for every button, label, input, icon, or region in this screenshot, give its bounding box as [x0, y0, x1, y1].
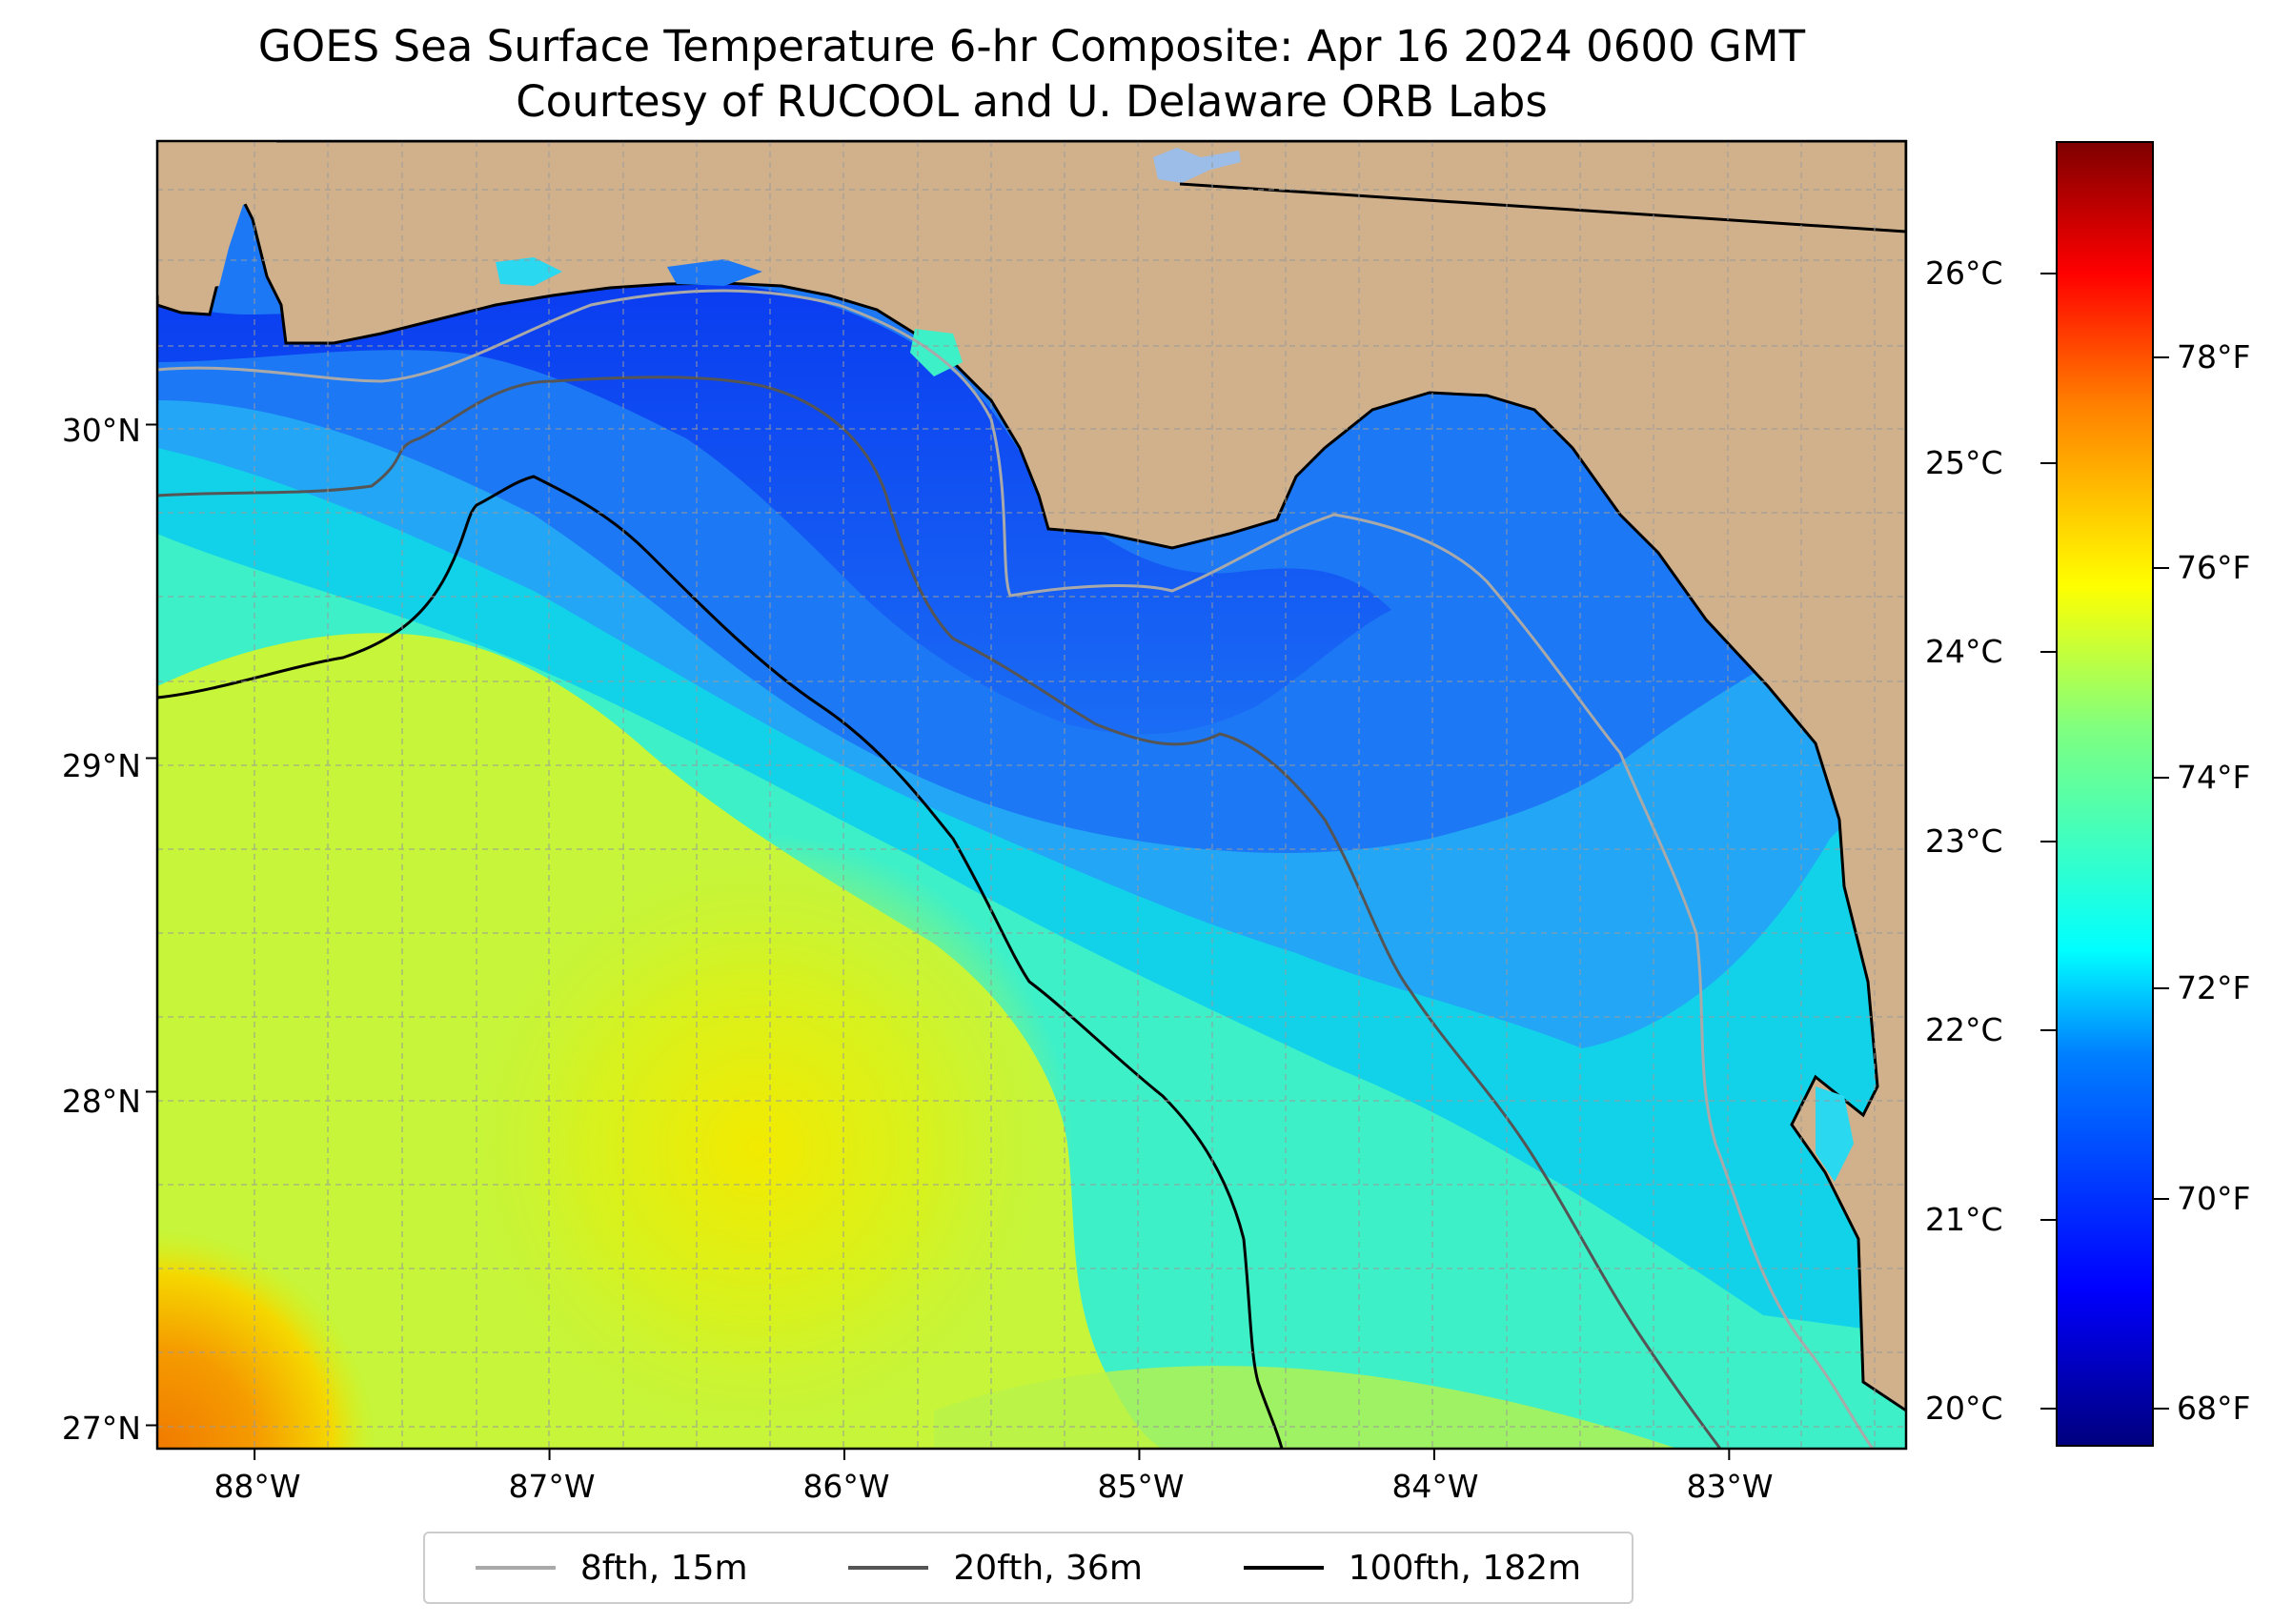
fahrenheit-label: 76°F — [2177, 548, 2251, 586]
map-subtitle: Courtesy of RUCOOL and U. Delaware ORB L… — [516, 76, 1548, 127]
fahrenheit-label: 74°F — [2177, 759, 2251, 797]
fahrenheit-label: 70°F — [2177, 1179, 2251, 1217]
celsius-label: 21°C — [1925, 1200, 2003, 1238]
legend-item-20fth: 20fth, 36m — [848, 1549, 1143, 1588]
legend-label: 20fth, 36m — [953, 1548, 1143, 1588]
legend-item-100fth: 100fth, 182m — [1243, 1548, 1582, 1588]
legend-label: 8fth, 15m — [579, 1548, 748, 1588]
celsius-tick — [2040, 1218, 2056, 1221]
celsius-tick — [2040, 840, 2056, 842]
fahrenheit-label: 78°F — [2177, 338, 2251, 376]
legend-item-8fth: 8fth, 15m — [475, 1548, 748, 1588]
fahrenheit-tick — [2154, 987, 2169, 990]
fahrenheit-tick — [2154, 777, 2169, 780]
lat-label: 28°N — [61, 1083, 141, 1120]
legend-swatch — [848, 1566, 929, 1570]
celsius-tick — [2040, 461, 2056, 464]
lat-label: 29°N — [61, 747, 141, 784]
fahrenheit-label: 72°F — [2177, 969, 2251, 1007]
celsius-tick — [2040, 1408, 2056, 1411]
legend-swatch — [1243, 1566, 1324, 1570]
legend-swatch — [475, 1566, 556, 1570]
contour-100fth — [157, 475, 1284, 1449]
temperature-colorbar — [2056, 141, 2154, 1447]
coastal-lagoon — [496, 257, 562, 286]
coastal-lagoon — [667, 259, 762, 286]
fahrenheit-tick — [2154, 1197, 2169, 1200]
celsius-tick — [2040, 651, 2056, 654]
celsius-tick — [2040, 1029, 2056, 1032]
contour-8fth — [157, 289, 1875, 1449]
lon-label: 87°W — [508, 1468, 596, 1505]
lat-label: 30°N — [61, 412, 141, 449]
fahrenheit-tick — [2154, 566, 2169, 569]
lon-label: 85°W — [1097, 1468, 1185, 1505]
celsius-label: 23°C — [1925, 822, 2003, 860]
lon-label: 84°W — [1391, 1468, 1479, 1505]
land-mobile-bay — [157, 141, 276, 295]
map-frame — [155, 139, 1908, 1451]
axis-ticks — [146, 423, 1731, 1460]
lon-label: 83°W — [1686, 1468, 1774, 1505]
legend-label: 100fth, 182m — [1348, 1548, 1582, 1588]
lon-label: 86°W — [802, 1468, 890, 1505]
fahrenheit-label: 68°F — [2177, 1390, 2251, 1428]
celsius-label: 24°C — [1925, 633, 2003, 671]
land-north — [157, 141, 1906, 1412]
celsius-label: 20°C — [1925, 1390, 2003, 1428]
depth-contour-legend: 8fth, 15m 20fth, 36m 100fth, 182m — [423, 1532, 1634, 1604]
celsius-tick — [2040, 272, 2056, 274]
lat-label: 27°N — [61, 1410, 141, 1447]
inland-lake — [1153, 148, 1241, 183]
coastal-lagoon — [1816, 1086, 1854, 1182]
gridlines — [157, 141, 1906, 1449]
celsius-label: 22°C — [1925, 1011, 2003, 1049]
fahrenheit-tick — [2154, 1408, 2169, 1411]
contour-20fth — [157, 376, 1722, 1449]
celsius-label: 26°C — [1925, 254, 2003, 292]
map-title: GOES Sea Surface Temperature 6-hr Compos… — [257, 21, 1806, 71]
celsius-label: 25°C — [1925, 443, 2003, 481]
lon-label: 88°W — [213, 1468, 301, 1505]
fahrenheit-tick — [2154, 356, 2169, 359]
state-border — [1179, 182, 1906, 233]
